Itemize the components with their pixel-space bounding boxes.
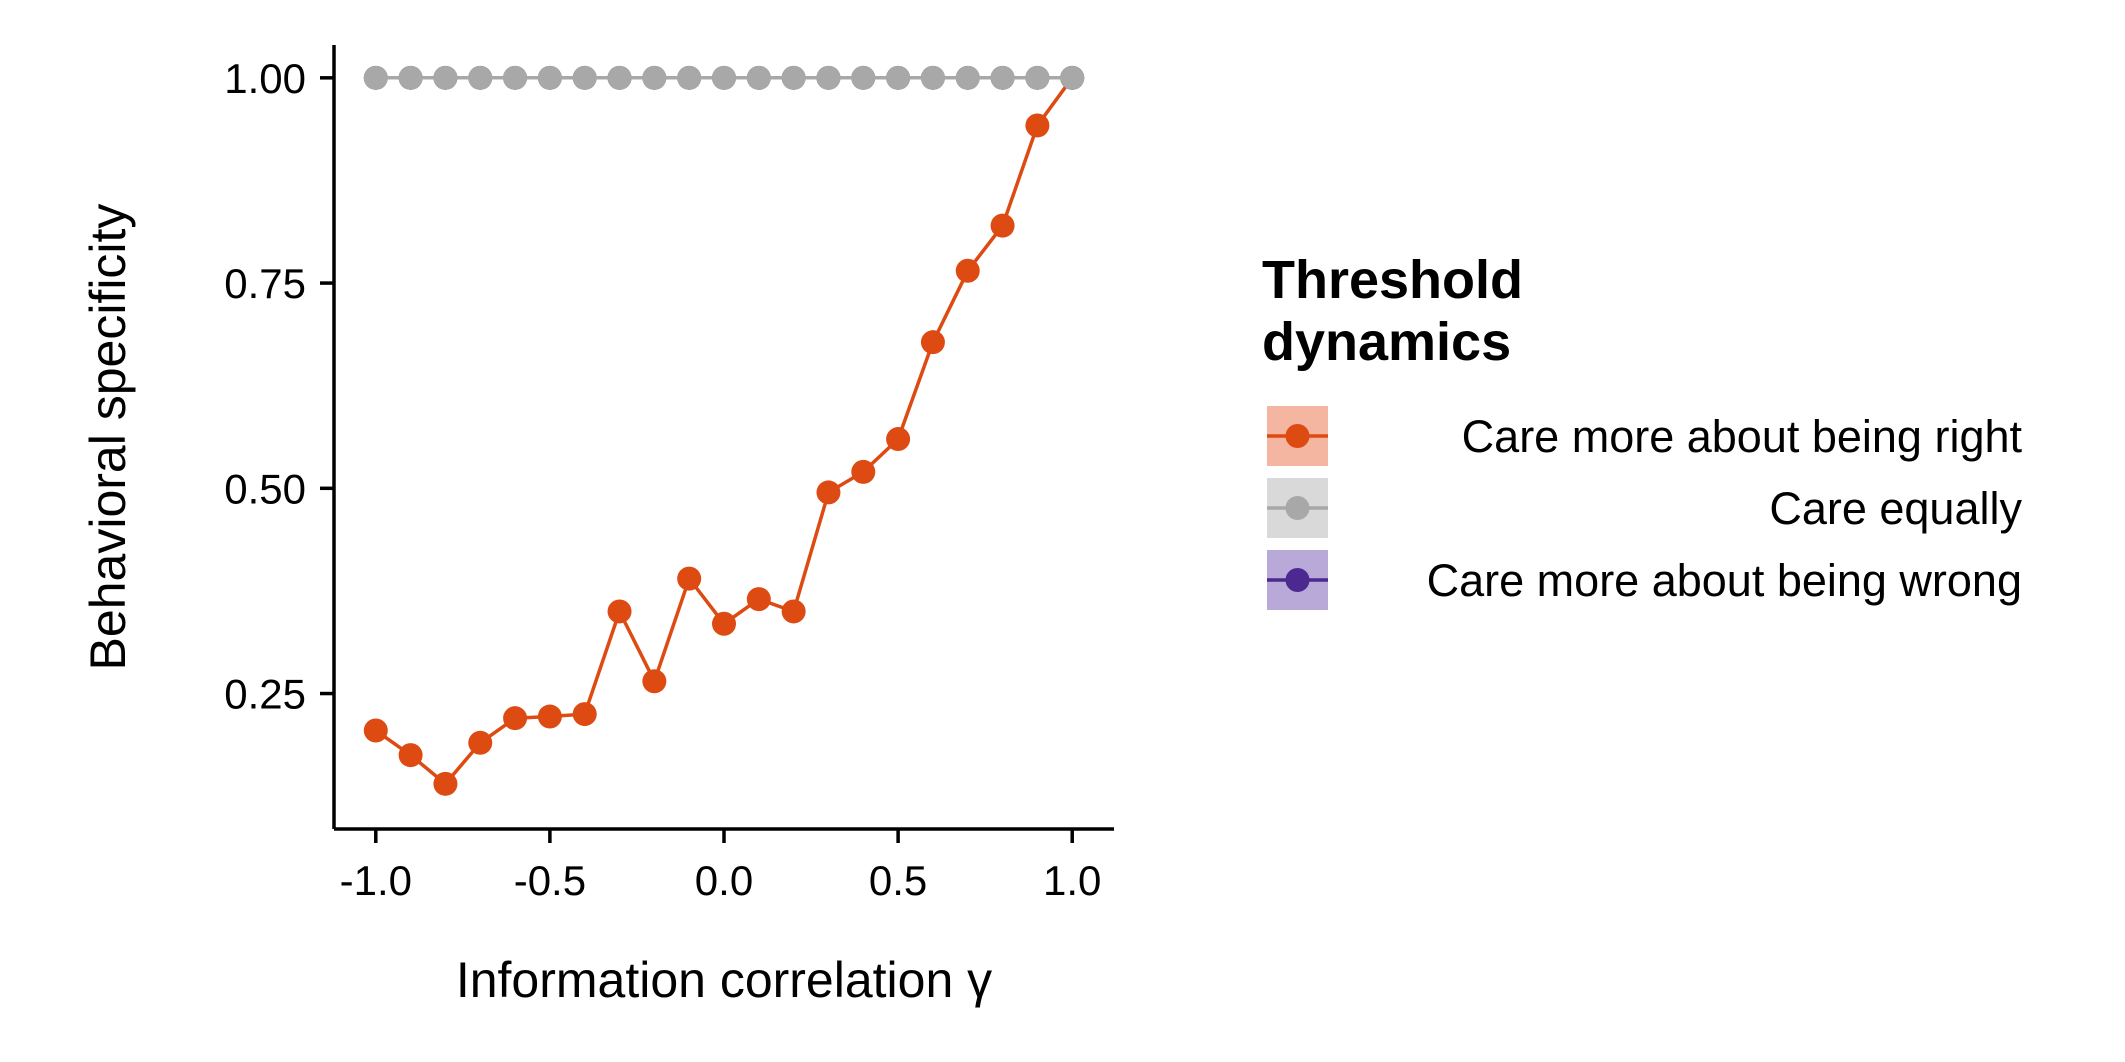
data-point-care-more-about-being-right	[1025, 113, 1050, 138]
x-tick-label: 0.5	[869, 857, 927, 904]
data-point-care-more-about-being-right	[851, 459, 876, 484]
legend-key-point	[1285, 424, 1310, 448]
data-point-care-equally	[851, 65, 876, 90]
data-point-care-more-about-being-right	[920, 330, 945, 355]
legend-key-point	[1285, 568, 1310, 592]
data-point-care-equally	[607, 65, 632, 90]
y-tick-label: 1.00	[224, 55, 306, 102]
data-point-care-equally	[781, 65, 806, 90]
y-tick-label: 0.25	[224, 671, 306, 718]
data-point-care-equally	[746, 65, 771, 90]
data-point-care-equally	[990, 65, 1015, 90]
data-point-care-equally	[1025, 65, 1050, 90]
series-care-more-about-being-right	[363, 65, 1085, 796]
data-point-care-equally	[398, 65, 423, 90]
x-tick-label: 0.0	[695, 857, 753, 904]
x-tick-label: -0.5	[514, 857, 586, 904]
data-point-care-equally	[920, 65, 945, 90]
data-point-care-more-about-being-right	[816, 480, 841, 505]
y-tick-label: 0.50	[224, 465, 306, 512]
y-tick-label: 0.75	[224, 260, 306, 307]
data-point-care-equally	[468, 65, 493, 90]
data-point-care-more-about-being-right	[468, 730, 493, 755]
data-point-care-more-about-being-right	[503, 706, 528, 731]
legend-label: Care equally	[1769, 483, 2022, 534]
data-point-care-equally	[363, 65, 388, 90]
series-line-care-more-about-being-right	[374, 76, 1074, 787]
data-point-care-equally	[537, 65, 562, 90]
data-point-care-equally	[642, 65, 667, 90]
data-point-care-more-about-being-right	[781, 599, 806, 624]
x-tick-label: -1.0	[340, 857, 412, 904]
data-point-care-more-about-being-right	[746, 587, 771, 612]
data-point-care-more-about-being-right	[990, 213, 1015, 238]
data-point-care-equally	[886, 65, 911, 90]
data-point-care-more-about-being-right	[398, 743, 423, 768]
plot-area	[363, 65, 1085, 796]
legend-item-care-equally: Care equally	[1267, 478, 2022, 538]
data-point-care-more-about-being-right	[677, 566, 702, 591]
data-point-care-more-about-being-right	[572, 702, 597, 727]
legend: Threshold dynamics Care more about being r…	[1262, 250, 2022, 610]
legend-title: Threshold dynamics	[1262, 250, 1523, 372]
data-point-care-more-about-being-right	[886, 427, 911, 452]
data-point-care-equally	[433, 65, 458, 90]
data-point-care-equally	[677, 65, 702, 90]
data-point-care-more-about-being-right	[537, 704, 562, 729]
data-point-care-more-about-being-right	[433, 771, 458, 796]
legend-label: Care more about being wrong	[1427, 555, 2022, 606]
legend-item-care-more-about-being-wrong: Care more about being wrong	[1267, 550, 2022, 610]
y-axis-title: Behavioral specificity	[80, 204, 136, 671]
data-point-care-equally	[712, 65, 736, 90]
x-axis-title: Information correlation γ	[456, 952, 992, 1008]
series-care-equally	[363, 65, 1085, 90]
data-point-care-equally	[1060, 65, 1085, 90]
data-point-care-equally	[955, 65, 980, 90]
axes: 0.25 0.50 0.75 1.00 -1.0 -0.5 0.0 0.5 1.0 Informa…	[80, 45, 1114, 1008]
data-point-care-more-about-being-right	[712, 611, 736, 636]
data-point-care-equally	[816, 65, 841, 90]
legend-key-point	[1285, 496, 1310, 520]
data-point-care-equally	[572, 65, 597, 90]
data-point-care-more-about-being-right	[642, 669, 667, 694]
x-tick-label: 1.0	[1043, 857, 1101, 904]
data-point-care-equally	[503, 65, 528, 90]
legend-title-line: dynamics	[1262, 312, 1511, 372]
data-point-care-more-about-being-right	[955, 258, 980, 283]
legend-label: Care more about being right	[1462, 411, 2023, 462]
legend-title-line: Threshold	[1262, 250, 1523, 310]
data-point-care-more-about-being-right	[607, 599, 632, 624]
legend-item-care-more-about-being-right: Care more about being right	[1267, 406, 2022, 466]
data-point-care-more-about-being-right	[363, 718, 388, 743]
